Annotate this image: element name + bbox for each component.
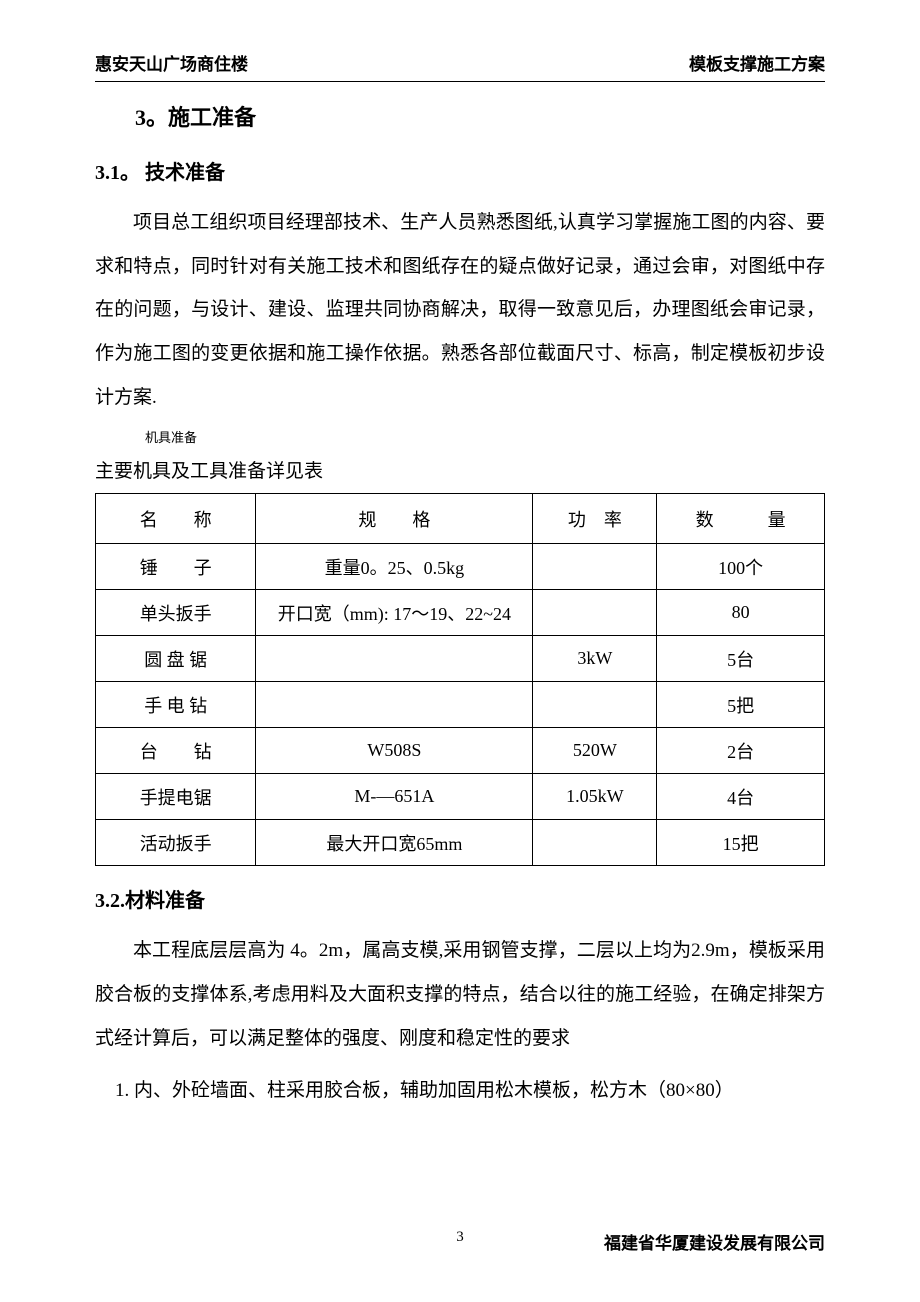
header-right: 模板支撑施工方案 <box>689 50 825 75</box>
td-name: 活动扳手 <box>96 820 256 866</box>
page-footer: 3 福建省华厦建设发展有限公司 <box>95 1229 825 1254</box>
subsection-3-1-title: 3.1。 技术准备 <box>95 156 825 185</box>
td-power: 520W <box>533 728 657 774</box>
td-name: 单头扳手 <box>96 590 256 636</box>
td-spec: W508S <box>256 728 533 774</box>
page-header: 惠安天山广场商住楼 模板支撑施工方案 <box>95 50 825 82</box>
th-name: 名 称 <box>96 494 256 544</box>
td-qty: 5台 <box>657 636 825 682</box>
table-row: 锤 子重量0。25、0.5kg 100个 <box>96 544 825 590</box>
td-qty: 15把 <box>657 820 825 866</box>
td-name: 圆 盘 锯 <box>96 636 256 682</box>
td-power <box>533 820 657 866</box>
td-name: 台 钻 <box>96 728 256 774</box>
header-left: 惠安天山广场商住楼 <box>95 50 248 75</box>
table-row: 圆 盘 锯 3kW5台 <box>96 636 825 682</box>
td-spec <box>256 636 533 682</box>
td-spec <box>256 682 533 728</box>
td-spec: M-—651A <box>256 774 533 820</box>
footer-company: 福建省华厦建设发展有限公司 <box>604 1229 825 1254</box>
table-row: 单头扳手开口宽（mm): 17～19、22~24 80 <box>96 590 825 636</box>
subsection-3-1-paragraph: 项目总工组织项目经理部技术、生产人员熟悉图纸,认真学习掌握施工图的内容、要求和特… <box>95 201 825 419</box>
td-spec: 最大开口宽65mm <box>256 820 533 866</box>
table-row: 手提电锯M-—651A1.05kW4台 <box>96 774 825 820</box>
td-qty: 5把 <box>657 682 825 728</box>
td-power: 3kW <box>533 636 657 682</box>
table-row: 手 电 钻 5把 <box>96 682 825 728</box>
table-row: 台 钻W508S520W2台 <box>96 728 825 774</box>
td-name: 手提电锯 <box>96 774 256 820</box>
subsection-3-2-paragraph: 本工程底层层高为 4。2m，属高支模,采用钢管支撑，二层以上均为2.9m，模板采… <box>95 929 825 1060</box>
table-intro: 主要机具及工具准备详见表 <box>95 456 825 483</box>
td-qty: 100个 <box>657 544 825 590</box>
page-number: 3 <box>456 1229 464 1246</box>
td-power <box>533 544 657 590</box>
td-power: 1.05kW <box>533 774 657 820</box>
table-row: 活动扳手最大开口宽65mm 15把 <box>96 820 825 866</box>
table-header-row: 名 称 规 格 功 率 数 量 <box>96 494 825 544</box>
th-spec: 规 格 <box>256 494 533 544</box>
th-power: 功 率 <box>533 494 657 544</box>
td-qty: 4台 <box>657 774 825 820</box>
td-name: 锤 子 <box>96 544 256 590</box>
list-item-1: 1. 内、外砼墙面、柱采用胶合板，辅助加固用松木模板，松方木（80×80） <box>115 1069 825 1113</box>
tools-table: 名 称 规 格 功 率 数 量 锤 子重量0。25、0.5kg100个单头扳手开… <box>95 493 825 866</box>
td-power <box>533 590 657 636</box>
td-qty: 80 <box>657 590 825 636</box>
td-spec: 重量0。25、0.5kg <box>256 544 533 590</box>
td-spec: 开口宽（mm): 17～19、22~24 <box>256 590 533 636</box>
th-qty: 数 量 <box>657 494 825 544</box>
td-name: 手 电 钻 <box>96 682 256 728</box>
tool-prep-label: 机具准备 <box>145 427 825 446</box>
td-power <box>533 682 657 728</box>
td-qty: 2台 <box>657 728 825 774</box>
subsection-3-2-title: 3.2.材料准备 <box>95 884 825 913</box>
section-title: 3。施工准备 <box>135 100 825 132</box>
